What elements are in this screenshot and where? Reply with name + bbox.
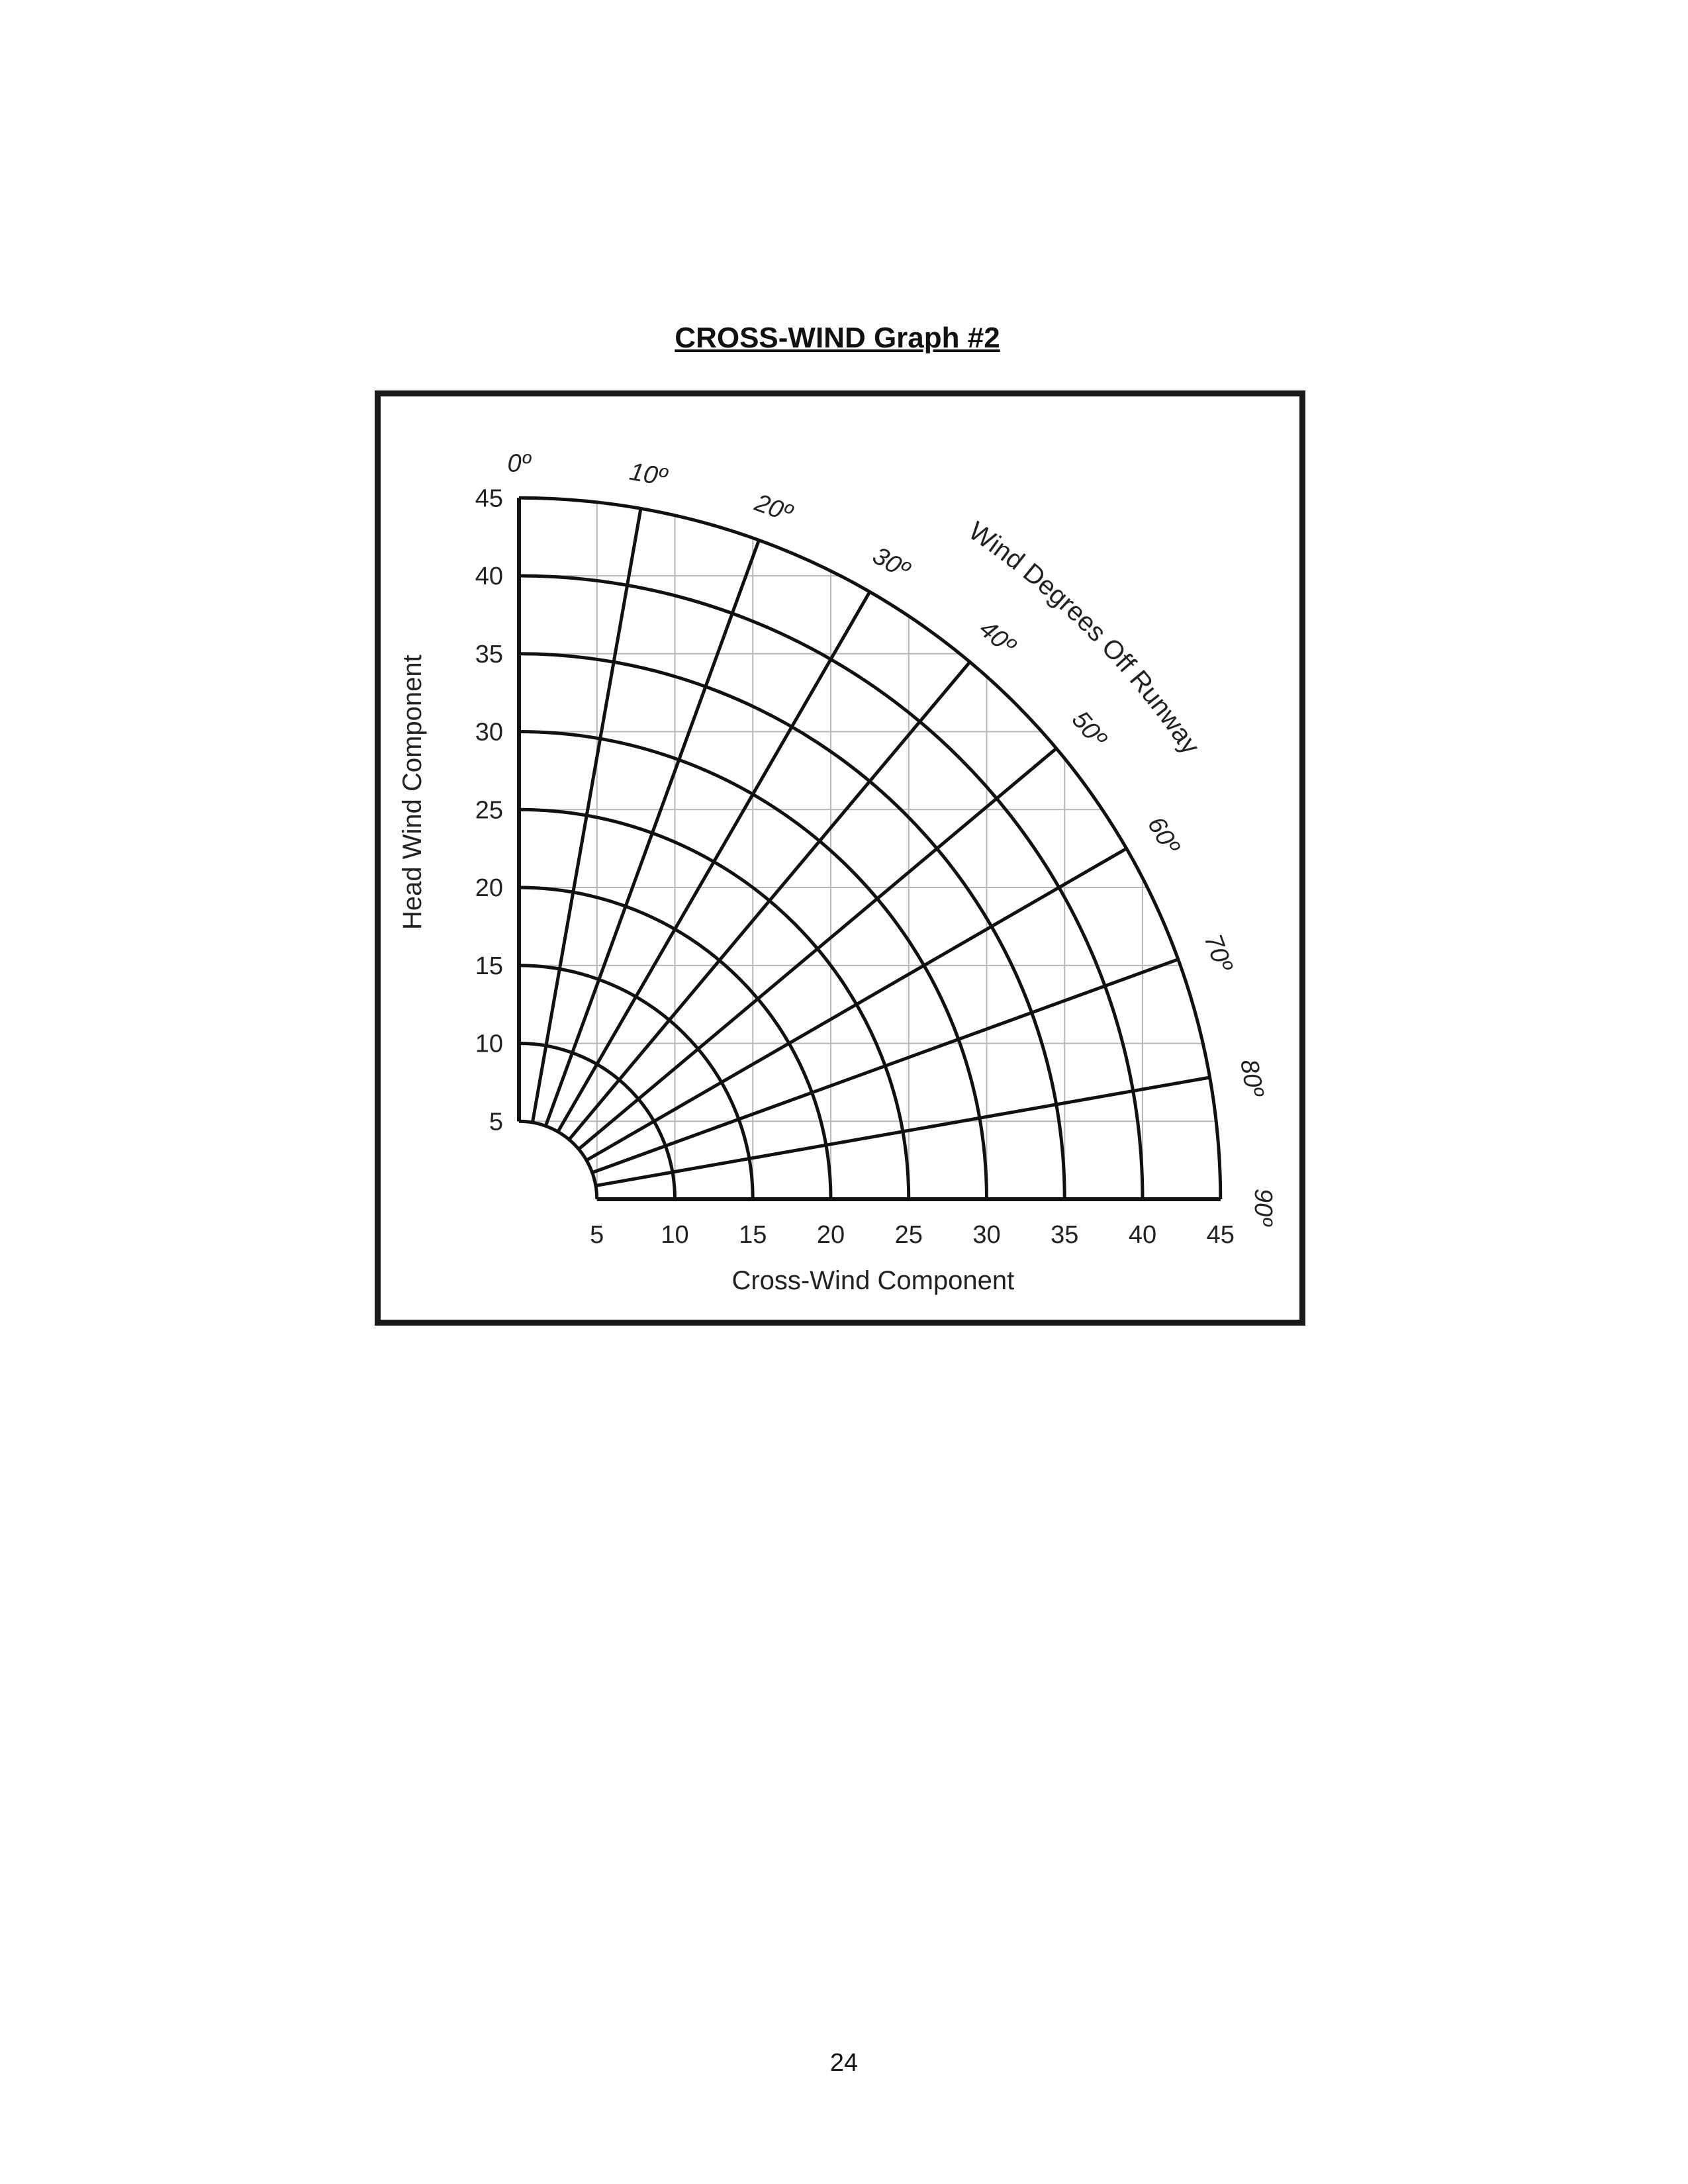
angle-line [556, 590, 872, 1133]
angle-label: 90º [1249, 1189, 1277, 1227]
wind-speed-arc [518, 886, 833, 1200]
angle-title-path [966, 535, 1239, 848]
angle-rays [517, 498, 1221, 1201]
page-number: 24 [829, 2049, 859, 2077]
y-axis-title: Head Wind Component [398, 655, 427, 930]
y-tick-label: 10 [475, 1030, 503, 1058]
y-tick-label: 40 [475, 563, 503, 590]
x-tick-label: 10 [661, 1221, 688, 1249]
y-tick-label: 25 [475, 796, 503, 824]
angle-line [591, 958, 1179, 1175]
x-tick-label: 5 [590, 1221, 604, 1249]
wind-speed-arc [518, 1119, 599, 1200]
angle-label: 10º [628, 458, 671, 492]
y-tick-label: 15 [475, 952, 503, 980]
x-axis-title: Cross-Wind Component [731, 1266, 1014, 1295]
angle-label: 40º [974, 615, 1021, 661]
angle-line [577, 747, 1058, 1151]
crosswind-chart: 5 10 15 20 25 30 35 40 45 5 10 15 20 25 30 35 40 45 Cross-… [398, 449, 1277, 1295]
wind-speed-arcs [518, 496, 1223, 1200]
wind-speed-arc [518, 1042, 677, 1200]
wind-speed-arc [518, 496, 1223, 1200]
angle-label: 80º [1235, 1058, 1268, 1101]
angle-line [595, 1075, 1211, 1188]
angle-line [567, 660, 972, 1141]
page-title: CROSS-WIND Graph #2 [675, 322, 1000, 354]
angle-label: 70º [1199, 931, 1238, 976]
x-tick-label: 45 [1207, 1221, 1235, 1249]
wind-speed-arc [518, 964, 755, 1200]
grid-lines [519, 498, 1221, 1199]
wind-speed-arc [518, 807, 911, 1200]
x-tick-label: 30 [972, 1221, 1000, 1249]
x-tick-label: 20 [817, 1221, 845, 1249]
y-tick-label: 30 [475, 719, 503, 747]
axes [517, 498, 1221, 1201]
y-tick-label: 5 [489, 1108, 503, 1136]
y-tick-label: 35 [475, 641, 503, 668]
angle-label: 50º [1066, 706, 1113, 754]
angle-line [543, 539, 761, 1127]
x-tick-label: 25 [895, 1221, 923, 1249]
x-tick-label: 40 [1129, 1221, 1156, 1249]
wind-speed-arc [518, 730, 988, 1200]
angle-label: 0º [507, 449, 532, 477]
x-tick-label: 35 [1051, 1221, 1078, 1249]
angle-label: 60º [1142, 812, 1186, 859]
wind-speed-arc [518, 574, 1145, 1200]
x-tick-label: 15 [739, 1221, 767, 1249]
y-tick-label: 45 [475, 484, 503, 512]
angle-label: 30º [868, 542, 915, 586]
angle-label: 20º [751, 488, 797, 528]
y-tick-label: 20 [475, 874, 503, 902]
angle-line [585, 846, 1128, 1162]
wind-speed-arc [518, 652, 1066, 1200]
angle-line [530, 508, 643, 1123]
